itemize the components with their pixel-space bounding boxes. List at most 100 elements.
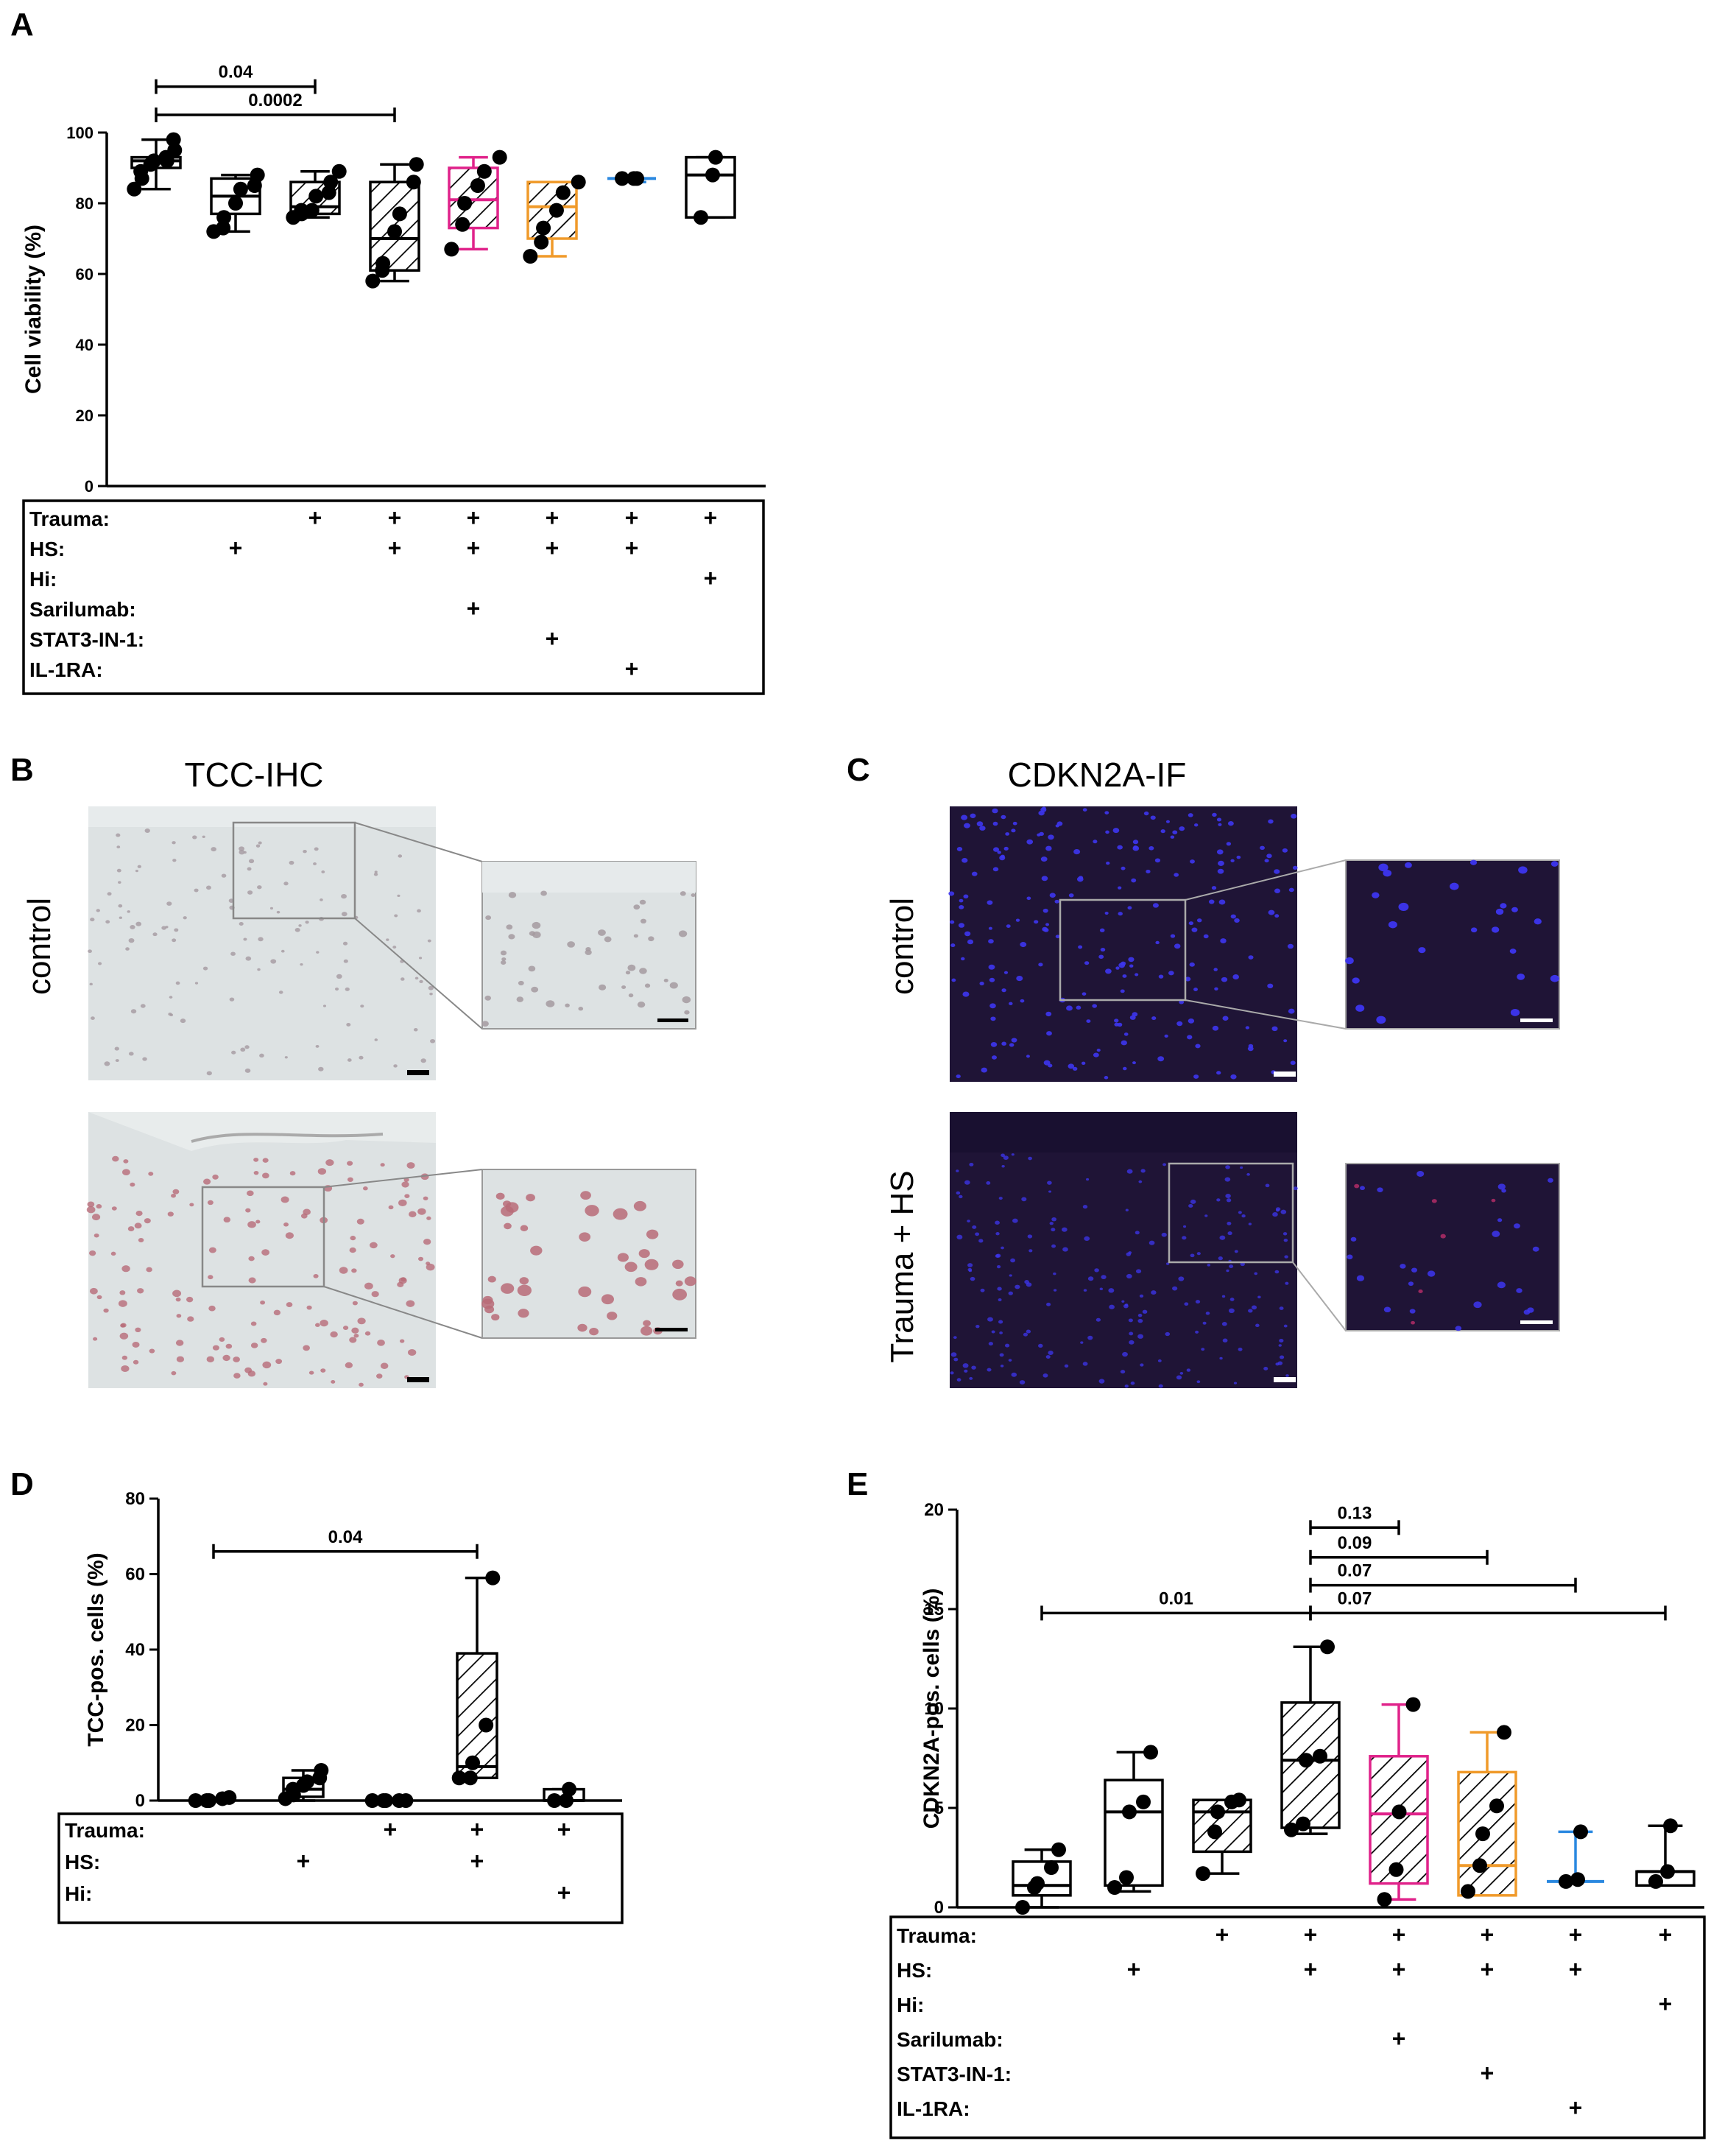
cell-nucleus bbox=[225, 1343, 233, 1349]
cell-nucleus bbox=[680, 891, 686, 896]
data-point bbox=[147, 153, 161, 169]
cell-nucleus bbox=[172, 938, 177, 943]
cell-nucleus bbox=[97, 962, 102, 965]
cell-nucleus bbox=[176, 1356, 185, 1362]
cell-nucleus bbox=[1285, 1374, 1289, 1377]
y-tick-label: 100 bbox=[66, 124, 93, 142]
cell-nucleus bbox=[1409, 1309, 1416, 1314]
data-point bbox=[492, 149, 507, 165]
cell-nucleus bbox=[1195, 1330, 1199, 1334]
cell-nucleus bbox=[607, 1312, 618, 1320]
cell-nucleus bbox=[601, 1294, 614, 1305]
cell-nucleus bbox=[968, 1269, 973, 1273]
data-point bbox=[559, 1793, 574, 1808]
cell-nucleus bbox=[990, 1016, 996, 1021]
cell-nucleus bbox=[1082, 808, 1087, 812]
condition-plus-mark: + bbox=[1392, 2025, 1406, 2052]
cell-nucleus bbox=[298, 924, 302, 927]
if-trauma-zoom-box bbox=[1168, 1162, 1294, 1264]
data-point bbox=[1648, 1873, 1663, 1889]
cell-nucleus bbox=[231, 1050, 236, 1055]
chart-e-cdkn2a-pos-cells: 0 5 10 15 20 CDKN2A-pos. cells (%) 0.01 0.13 0.0… bbox=[889, 1500, 1706, 2139]
condition-table-border bbox=[889, 1915, 1706, 2139]
cell-nucleus bbox=[540, 890, 547, 896]
cell-nucleus bbox=[639, 968, 647, 974]
scale-bar bbox=[407, 1070, 429, 1075]
cell-nucleus bbox=[121, 1169, 130, 1176]
cell-nucleus bbox=[1083, 1289, 1087, 1292]
cell-nucleus bbox=[1216, 1071, 1221, 1075]
cell-nucleus bbox=[404, 1194, 410, 1199]
condition-plus-mark: + bbox=[470, 1816, 484, 1843]
condition-plus-mark: + bbox=[470, 1848, 484, 1874]
cell-nucleus bbox=[212, 1174, 219, 1180]
cell-nucleus bbox=[208, 1247, 216, 1253]
cell-nucleus bbox=[988, 926, 992, 930]
cell-nucleus bbox=[1117, 845, 1123, 850]
cell-nucleus bbox=[1274, 914, 1280, 918]
cell-nucleus bbox=[508, 892, 517, 898]
cell-nucleus bbox=[308, 1370, 314, 1375]
y-tick-label: 20 bbox=[924, 1500, 944, 1520]
data-point bbox=[233, 181, 248, 197]
cell-nucleus bbox=[1129, 1331, 1134, 1336]
cell-nucleus bbox=[110, 1251, 116, 1256]
cell-nucleus bbox=[1226, 842, 1232, 846]
significance-bracket: 0.0002 bbox=[155, 91, 396, 122]
ihc-trauma-image bbox=[88, 1112, 436, 1388]
cell-nucleus bbox=[500, 960, 507, 965]
cell-nucleus bbox=[342, 1326, 349, 1330]
box bbox=[526, 180, 578, 240]
cell-nucleus bbox=[305, 921, 309, 924]
cell-nucleus bbox=[374, 1038, 378, 1041]
cell-nucleus bbox=[253, 1170, 259, 1175]
cell-nucleus bbox=[577, 1323, 588, 1332]
data-point bbox=[455, 217, 470, 232]
cell-nucleus bbox=[1048, 1063, 1053, 1068]
cell-nucleus bbox=[187, 1316, 194, 1322]
cell-nucleus bbox=[289, 860, 294, 865]
cell-nucleus bbox=[1427, 1270, 1436, 1277]
p-value-label: 0.04 bbox=[219, 63, 253, 82]
condition-plus-mark: + bbox=[1481, 1956, 1495, 1982]
condition-plus-mark: + bbox=[625, 535, 639, 561]
cell-nucleus bbox=[393, 1064, 398, 1068]
cell-nucleus bbox=[1196, 1252, 1201, 1256]
cell-nucleus bbox=[364, 1282, 373, 1290]
cell-nucleus bbox=[633, 934, 638, 938]
cell-nucleus bbox=[964, 931, 971, 937]
cell-nucleus bbox=[1046, 1302, 1051, 1306]
data-point bbox=[1497, 1725, 1511, 1740]
cell-nucleus bbox=[1497, 1218, 1503, 1222]
data-point bbox=[1296, 1816, 1310, 1831]
cell-nucleus bbox=[961, 857, 968, 863]
cell-nucleus bbox=[992, 808, 998, 814]
cell-nucleus bbox=[1135, 1231, 1140, 1235]
cell-nucleus bbox=[1208, 899, 1215, 904]
cell-nucleus bbox=[1274, 1270, 1280, 1274]
cell-nucleus bbox=[180, 1018, 186, 1024]
cell-nucleus bbox=[627, 964, 636, 971]
box-group-7 bbox=[1547, 1824, 1604, 1889]
cell-nucleus bbox=[137, 865, 141, 868]
cell-nucleus bbox=[640, 1326, 653, 1336]
cell-nucleus bbox=[373, 873, 378, 876]
cell-nucleus bbox=[1121, 1040, 1127, 1046]
cell-nucleus bbox=[1096, 1049, 1101, 1052]
panel-label-a: A bbox=[10, 7, 34, 43]
cell-nucleus bbox=[417, 909, 421, 913]
cell-nucleus bbox=[423, 1239, 431, 1245]
condition-label: Sarilumab: bbox=[897, 2028, 1003, 2051]
cell-nucleus bbox=[675, 1280, 683, 1287]
cell-nucleus bbox=[1109, 1304, 1115, 1309]
cell-nucleus bbox=[352, 1301, 358, 1306]
cell-nucleus bbox=[1165, 820, 1170, 823]
cell-nucleus bbox=[283, 1222, 289, 1227]
cell-nucleus bbox=[1084, 1236, 1090, 1242]
cell-nucleus bbox=[127, 1226, 135, 1232]
cell-nucleus bbox=[1162, 1163, 1167, 1166]
cell-nucleus bbox=[359, 1055, 364, 1060]
cell-nucleus bbox=[121, 1323, 127, 1328]
significance-bracket: 0.01 bbox=[1040, 1588, 1312, 1621]
cell-nucleus bbox=[1137, 1334, 1143, 1339]
